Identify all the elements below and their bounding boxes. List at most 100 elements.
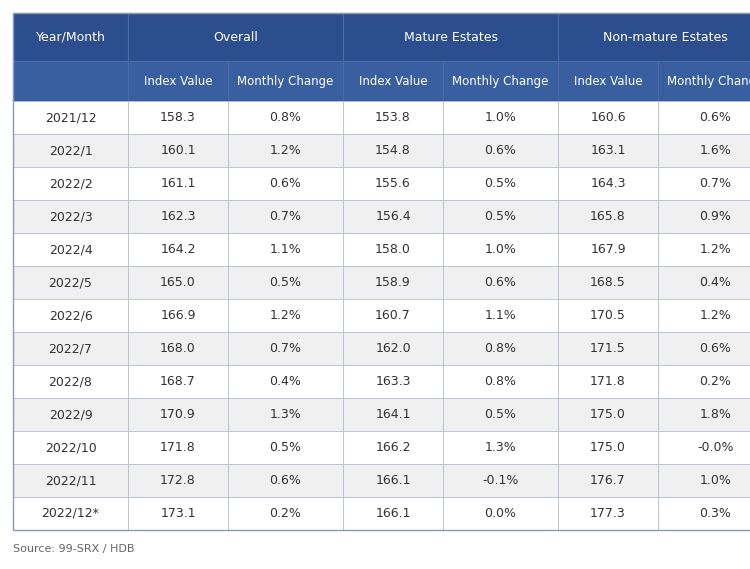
Bar xyxy=(128,200,228,233)
Text: 2022/10: 2022/10 xyxy=(45,441,96,454)
Text: 164.1: 164.1 xyxy=(375,408,411,421)
Text: 0.5%: 0.5% xyxy=(269,441,302,454)
Bar xyxy=(658,464,750,497)
Text: 0.7%: 0.7% xyxy=(700,177,731,190)
Text: 0.7%: 0.7% xyxy=(269,210,302,223)
Text: 160.6: 160.6 xyxy=(590,111,626,124)
Text: 0.7%: 0.7% xyxy=(269,342,302,355)
Text: 2022/11: 2022/11 xyxy=(45,474,96,487)
Text: 162.0: 162.0 xyxy=(375,342,411,355)
Text: 2022/1: 2022/1 xyxy=(49,144,92,157)
Bar xyxy=(13,332,128,365)
Bar xyxy=(343,13,558,61)
Bar xyxy=(658,134,750,167)
Text: 165.0: 165.0 xyxy=(160,276,196,289)
Text: 171.8: 171.8 xyxy=(160,441,196,454)
Bar xyxy=(228,332,343,365)
Text: 1.2%: 1.2% xyxy=(700,309,731,322)
Bar xyxy=(558,61,658,101)
Text: 1.8%: 1.8% xyxy=(700,408,731,421)
Bar xyxy=(558,134,658,167)
Text: 154.8: 154.8 xyxy=(375,144,411,157)
Bar xyxy=(343,134,443,167)
Text: 166.2: 166.2 xyxy=(375,441,411,454)
Text: Index Value: Index Value xyxy=(144,75,212,88)
Bar xyxy=(13,134,128,167)
Text: -0.0%: -0.0% xyxy=(698,441,734,454)
Text: 0.9%: 0.9% xyxy=(700,210,731,223)
Bar xyxy=(558,464,658,497)
Text: 0.8%: 0.8% xyxy=(484,342,517,355)
Bar xyxy=(558,497,658,530)
Bar xyxy=(128,266,228,299)
Bar xyxy=(343,101,443,134)
Text: 158.0: 158.0 xyxy=(375,243,411,256)
Text: 2022/2: 2022/2 xyxy=(49,177,92,190)
Text: 1.2%: 1.2% xyxy=(270,144,302,157)
Bar xyxy=(658,266,750,299)
Text: 163.3: 163.3 xyxy=(375,375,411,388)
Text: 153.8: 153.8 xyxy=(375,111,411,124)
Bar xyxy=(443,464,558,497)
Bar xyxy=(13,200,128,233)
Text: 1.0%: 1.0% xyxy=(484,111,517,124)
Bar xyxy=(228,398,343,431)
Bar xyxy=(13,365,128,398)
Bar xyxy=(443,332,558,365)
Bar xyxy=(128,167,228,200)
Bar xyxy=(13,101,128,134)
Bar xyxy=(343,200,443,233)
Text: 0.4%: 0.4% xyxy=(269,375,302,388)
Text: 173.1: 173.1 xyxy=(160,507,196,520)
Bar xyxy=(343,233,443,266)
Bar xyxy=(343,365,443,398)
Bar xyxy=(443,134,558,167)
Bar xyxy=(558,101,658,134)
Text: 1.6%: 1.6% xyxy=(700,144,731,157)
Bar xyxy=(558,365,658,398)
Text: 166.1: 166.1 xyxy=(375,507,411,520)
Bar xyxy=(13,266,128,299)
Text: 0.5%: 0.5% xyxy=(484,210,517,223)
Text: 0.2%: 0.2% xyxy=(269,507,302,520)
Text: 1.2%: 1.2% xyxy=(700,243,731,256)
Bar xyxy=(558,13,750,61)
Text: 166.9: 166.9 xyxy=(160,309,196,322)
Bar xyxy=(13,299,128,332)
Bar xyxy=(343,497,443,530)
Bar xyxy=(128,497,228,530)
Text: 164.3: 164.3 xyxy=(590,177,626,190)
Text: 175.0: 175.0 xyxy=(590,408,626,421)
Text: 168.7: 168.7 xyxy=(160,375,196,388)
Text: 2022/6: 2022/6 xyxy=(49,309,92,322)
Text: Mature Estates: Mature Estates xyxy=(404,31,497,43)
Bar xyxy=(228,101,343,134)
Text: 0.2%: 0.2% xyxy=(700,375,731,388)
Bar xyxy=(13,497,128,530)
Text: 1.3%: 1.3% xyxy=(270,408,302,421)
Bar xyxy=(443,299,558,332)
Bar xyxy=(658,61,750,101)
Text: 0.4%: 0.4% xyxy=(700,276,731,289)
Text: Year/Month: Year/Month xyxy=(35,31,106,43)
Bar xyxy=(128,233,228,266)
Bar xyxy=(228,200,343,233)
Text: 2022/7: 2022/7 xyxy=(49,342,92,355)
Text: 168.5: 168.5 xyxy=(590,276,626,289)
Bar xyxy=(13,398,128,431)
Bar xyxy=(343,61,443,101)
Text: 167.9: 167.9 xyxy=(590,243,626,256)
Text: 171.5: 171.5 xyxy=(590,342,626,355)
Text: Monthly Change: Monthly Change xyxy=(668,75,750,88)
Bar xyxy=(343,266,443,299)
Bar xyxy=(228,497,343,530)
Text: 171.8: 171.8 xyxy=(590,375,626,388)
Text: Monthly Change: Monthly Change xyxy=(237,75,334,88)
Bar xyxy=(658,167,750,200)
Text: Index Value: Index Value xyxy=(574,75,642,88)
Text: 161.1: 161.1 xyxy=(160,177,196,190)
Bar xyxy=(128,464,228,497)
Bar xyxy=(558,233,658,266)
Bar xyxy=(658,365,750,398)
Bar xyxy=(13,464,128,497)
